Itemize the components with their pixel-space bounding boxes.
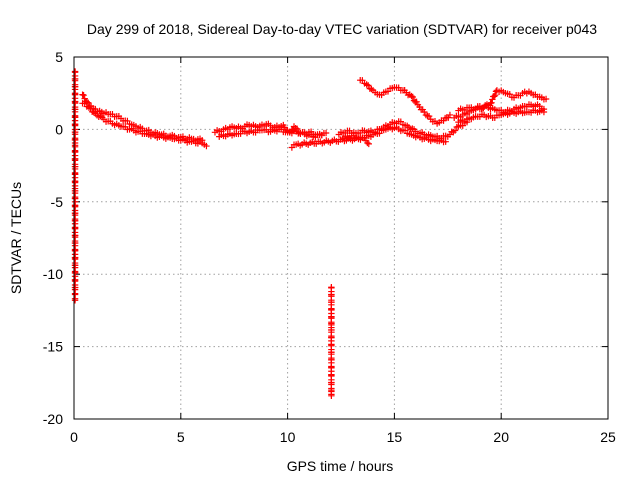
data-point (364, 139, 371, 147)
y-axis-label: SDTVAR / TECUs (8, 182, 24, 294)
data-point (71, 297, 79, 304)
series-evening-upper (455, 87, 550, 114)
data-marks (71, 68, 550, 400)
data-point (491, 91, 499, 99)
data-point (425, 112, 433, 120)
x-axis-label: GPS time / hours (287, 458, 394, 474)
data-point (542, 95, 550, 103)
series-track-lower (79, 100, 210, 150)
plot-frame (73, 56, 609, 420)
axis-ticks (73, 56, 609, 420)
chart-title: Day 299 of 2018, Sidereal Day-to-day VTE… (87, 21, 597, 37)
data-point (203, 142, 210, 150)
data-point (368, 85, 375, 93)
series-evening-arc (357, 76, 454, 127)
y-tick-label: -5 (51, 194, 64, 210)
data-point (328, 392, 335, 400)
data-point (322, 129, 330, 137)
y-tick-label: -15 (43, 339, 63, 355)
x-tick-label: 20 (493, 429, 509, 445)
data-point (446, 111, 454, 119)
tick-labels: 0 5 10 15 20 25 5 0 -5 -10 -15 -20 (43, 49, 616, 445)
x-tick-label: 5 (177, 429, 185, 445)
series-morning-band-lower (216, 126, 325, 141)
series-scattered-left (71, 68, 79, 304)
y-tick-label: -10 (43, 266, 63, 282)
data-point (409, 93, 416, 101)
data-point (318, 131, 325, 139)
x-tick-label: 10 (280, 429, 296, 445)
y-tick-label: 0 (55, 121, 63, 137)
x-tick-label: 15 (387, 429, 403, 445)
series-evening-lower (455, 107, 548, 126)
data-point (422, 111, 430, 119)
x-tick-label: 0 (70, 429, 78, 445)
grid-lines (74, 57, 608, 419)
data-point (90, 109, 97, 116)
series-outliers-noon (328, 284, 335, 400)
data-point (85, 99, 92, 106)
y-tick-label: -20 (43, 411, 63, 427)
data-point (540, 108, 548, 116)
data-point (442, 138, 449, 145)
data-point (365, 82, 372, 89)
data-point (490, 93, 498, 100)
y-tick-label: 5 (55, 49, 63, 65)
series-midday-band-lower (339, 124, 449, 146)
data-point (80, 91, 87, 99)
data-point (408, 92, 415, 100)
data-point (365, 140, 372, 148)
data-point (87, 105, 94, 112)
data-point (281, 124, 288, 131)
data-point (413, 98, 420, 106)
x-tick-label: 25 (600, 429, 616, 445)
data-point (451, 127, 459, 134)
data-point (488, 99, 495, 106)
